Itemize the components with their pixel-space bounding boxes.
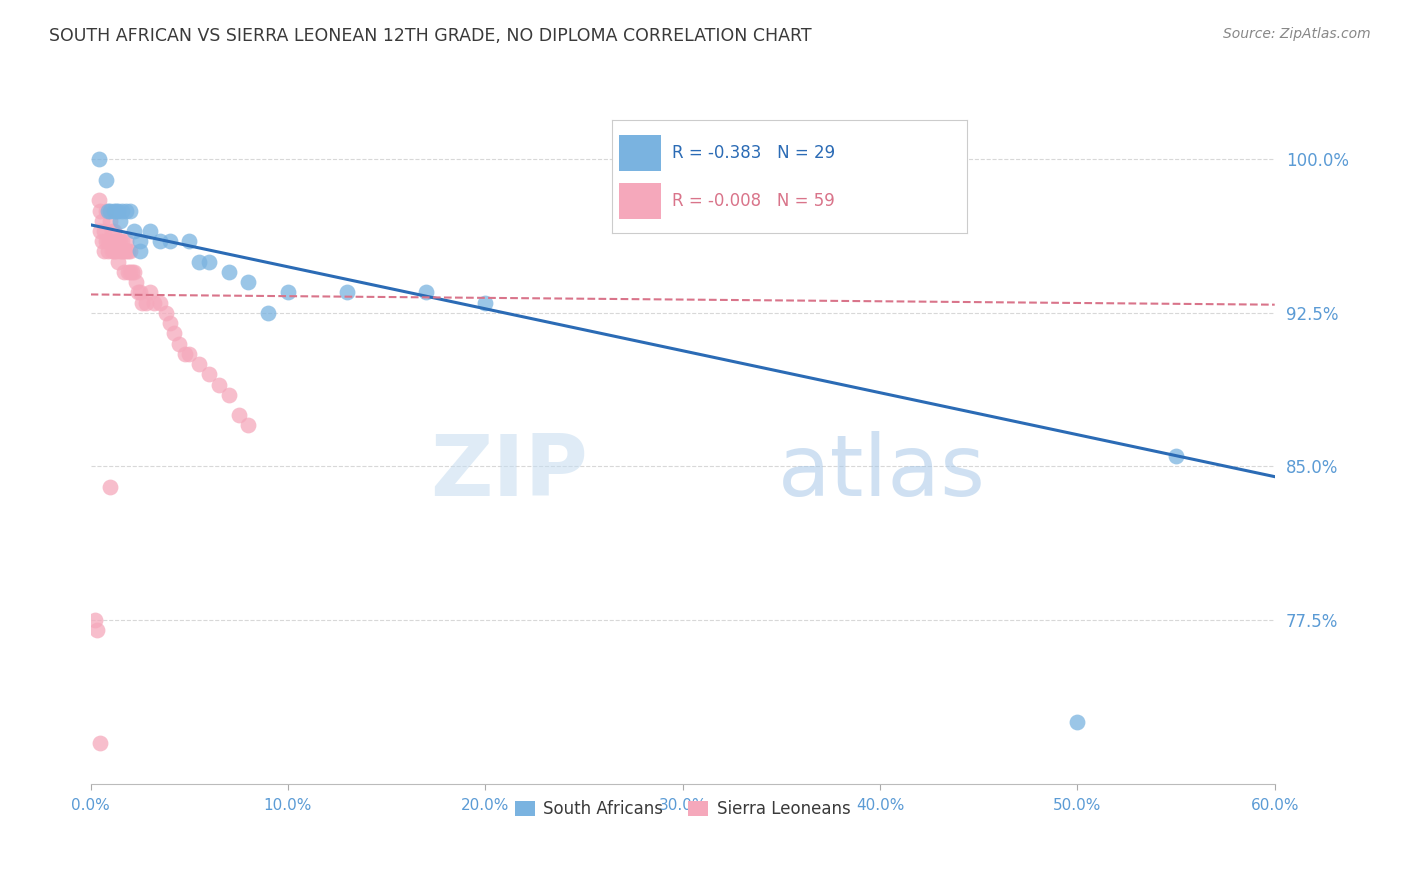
Point bbox=[103, 244, 125, 259]
Point bbox=[97, 244, 120, 259]
Point bbox=[218, 388, 240, 402]
Point bbox=[149, 295, 172, 310]
Point bbox=[208, 377, 231, 392]
Point bbox=[139, 224, 162, 238]
Point bbox=[1164, 449, 1187, 463]
Legend: South Africans, Sierra Leoneans: South Africans, Sierra Leoneans bbox=[509, 794, 858, 825]
Point bbox=[107, 203, 129, 218]
Point bbox=[105, 203, 128, 218]
Point bbox=[89, 224, 111, 238]
Point bbox=[110, 234, 132, 248]
Point bbox=[120, 203, 142, 218]
Point bbox=[127, 285, 149, 300]
Point bbox=[336, 285, 359, 300]
Point bbox=[93, 244, 115, 259]
Point bbox=[149, 234, 172, 248]
Point bbox=[89, 736, 111, 750]
Point bbox=[91, 234, 114, 248]
Point bbox=[179, 234, 201, 248]
Point bbox=[474, 295, 496, 310]
Point bbox=[107, 254, 129, 268]
Point bbox=[125, 275, 148, 289]
Point bbox=[415, 285, 437, 300]
Point bbox=[122, 265, 145, 279]
Point bbox=[238, 275, 260, 289]
Point bbox=[198, 254, 221, 268]
Point bbox=[110, 213, 132, 227]
Point bbox=[83, 613, 105, 627]
Point bbox=[98, 213, 121, 227]
Point bbox=[129, 234, 152, 248]
Point bbox=[257, 306, 280, 320]
Point bbox=[131, 295, 153, 310]
Point bbox=[111, 203, 134, 218]
Point bbox=[103, 203, 125, 218]
Point bbox=[105, 234, 128, 248]
Point bbox=[159, 234, 181, 248]
Point bbox=[91, 213, 114, 227]
Text: atlas: atlas bbox=[778, 432, 986, 515]
Point bbox=[188, 357, 211, 371]
Text: SOUTH AFRICAN VS SIERRA LEONEAN 12TH GRADE, NO DIPLOMA CORRELATION CHART: SOUTH AFRICAN VS SIERRA LEONEAN 12TH GRA… bbox=[49, 27, 811, 45]
Point bbox=[101, 244, 124, 259]
Point bbox=[97, 234, 120, 248]
Point bbox=[96, 203, 118, 218]
Point bbox=[117, 265, 139, 279]
Point bbox=[89, 203, 111, 218]
Point bbox=[198, 368, 221, 382]
Point bbox=[115, 234, 138, 248]
Point bbox=[107, 234, 129, 248]
Point bbox=[122, 224, 145, 238]
Point bbox=[112, 244, 135, 259]
Text: Source: ZipAtlas.com: Source: ZipAtlas.com bbox=[1223, 27, 1371, 41]
Point bbox=[97, 203, 120, 218]
Point bbox=[115, 244, 138, 259]
Point bbox=[110, 244, 132, 259]
Point bbox=[277, 285, 299, 300]
Point bbox=[120, 244, 142, 259]
Point bbox=[112, 265, 135, 279]
Point bbox=[169, 336, 191, 351]
Point bbox=[86, 623, 108, 637]
Point bbox=[101, 224, 124, 238]
Point bbox=[93, 224, 115, 238]
Text: ZIP: ZIP bbox=[430, 432, 588, 515]
Point bbox=[98, 480, 121, 494]
Point bbox=[159, 316, 181, 330]
Point bbox=[121, 265, 143, 279]
Point bbox=[115, 203, 138, 218]
Point bbox=[129, 244, 152, 259]
Point bbox=[105, 244, 128, 259]
Point bbox=[96, 173, 118, 187]
Point bbox=[162, 326, 184, 341]
Point bbox=[188, 254, 211, 268]
Point bbox=[98, 234, 121, 248]
Point bbox=[111, 234, 134, 248]
Point bbox=[174, 347, 197, 361]
Point bbox=[142, 295, 165, 310]
Point bbox=[96, 234, 118, 248]
Point bbox=[103, 224, 125, 238]
Point bbox=[1066, 715, 1088, 730]
Point bbox=[87, 194, 110, 208]
Point bbox=[238, 418, 260, 433]
Point bbox=[228, 409, 250, 423]
Point bbox=[87, 153, 110, 167]
Point bbox=[179, 347, 201, 361]
Point bbox=[135, 295, 157, 310]
Point bbox=[120, 265, 142, 279]
Point bbox=[111, 244, 134, 259]
Point bbox=[98, 203, 121, 218]
Point bbox=[129, 285, 152, 300]
Point bbox=[117, 244, 139, 259]
Point bbox=[218, 265, 240, 279]
Point bbox=[139, 285, 162, 300]
Point bbox=[155, 306, 177, 320]
